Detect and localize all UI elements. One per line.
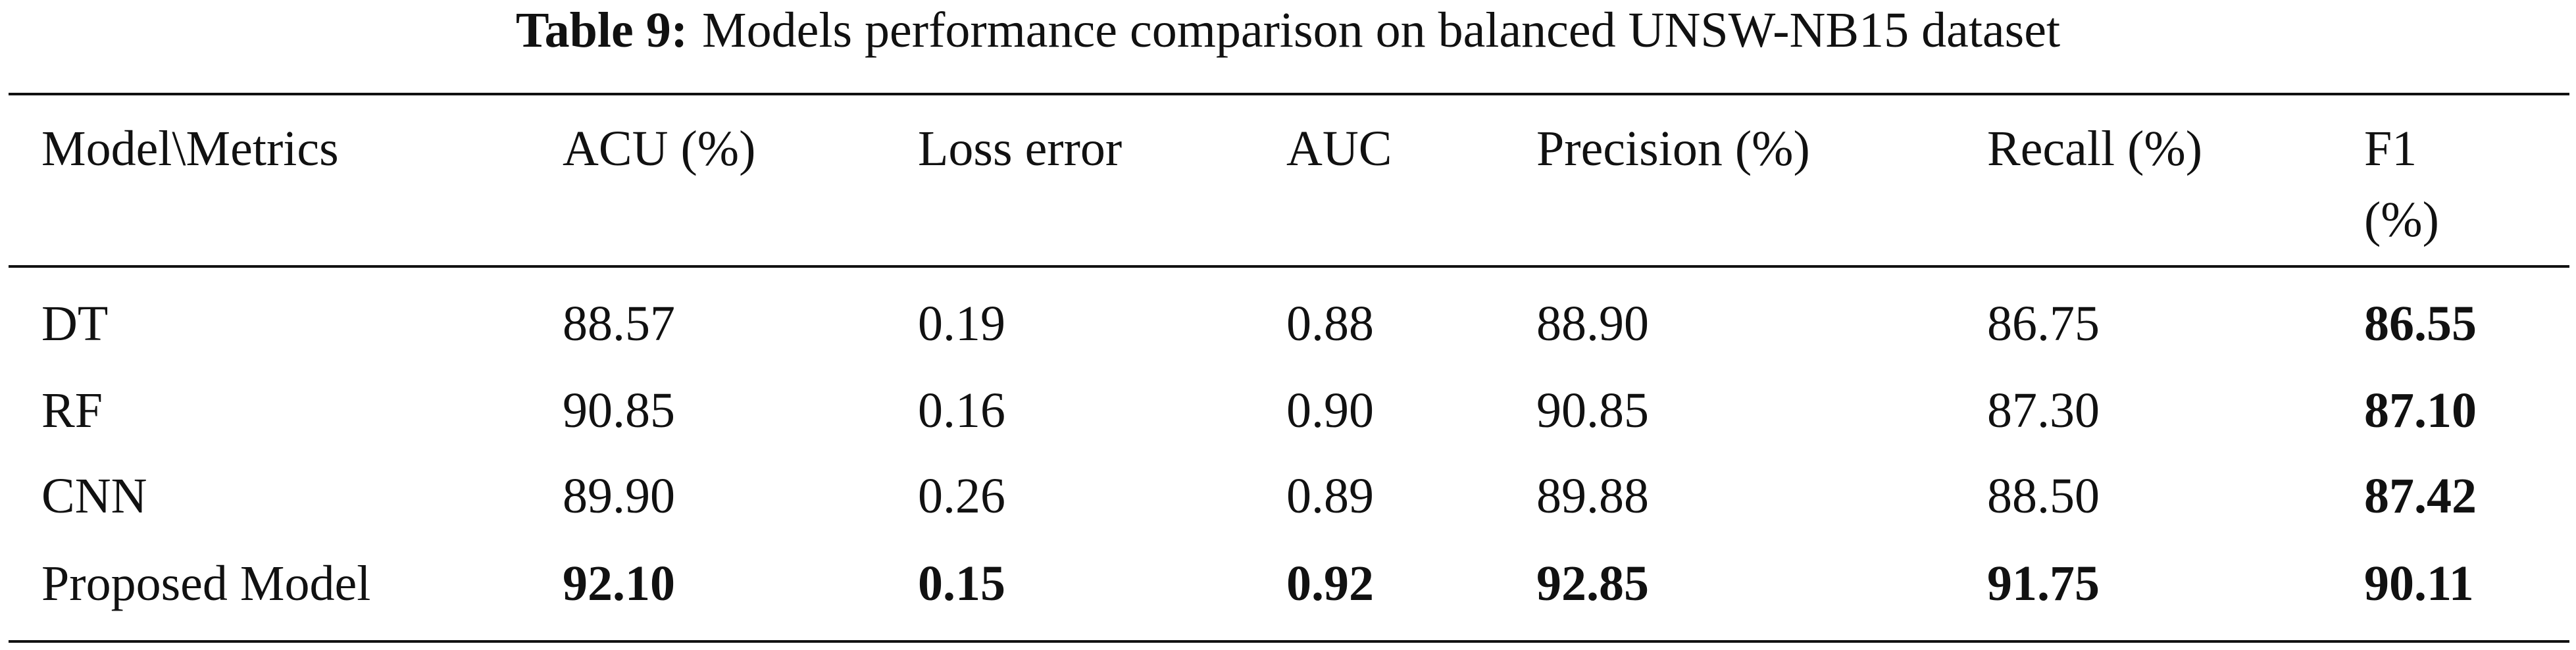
top-rule (9, 93, 2569, 95)
row-label: Proposed Model (41, 556, 371, 611)
header-cell: Recall (%) (1987, 121, 2203, 176)
header-cell: Precision (%) (1536, 121, 1810, 176)
table-cell: 86.75 (1987, 296, 2100, 351)
table-cell: 88.50 (1987, 468, 2100, 524)
table-cell: 0.90 (1286, 383, 1374, 438)
table-cell: 0.89 (1286, 468, 1374, 524)
table-cell: 90.11 (2364, 556, 2474, 611)
table-cell: 92.85 (1536, 556, 1649, 611)
table-cell: 0.19 (918, 296, 1005, 351)
header-cell: Loss error (918, 121, 1123, 176)
table-cell: 90.85 (563, 383, 675, 438)
row-label: CNN (41, 468, 147, 524)
header-cell: AUC (1286, 121, 1392, 176)
caption-text: Models performance comparison on balance… (702, 3, 2061, 58)
table-cell: 89.90 (563, 468, 675, 524)
header-rule (9, 265, 2569, 268)
table-cell: 89.88 (1536, 468, 1649, 524)
table-cell: 88.57 (563, 296, 675, 351)
bottom-rule (9, 640, 2569, 643)
header-cell: Model\Metrics (41, 121, 339, 176)
table-cell: 91.75 (1987, 556, 2100, 611)
header-cell: ACU (%) (563, 121, 756, 176)
table-cell: 87.42 (2364, 468, 2477, 524)
caption-label: Table 9: (515, 3, 688, 58)
table-cell: 0.16 (918, 383, 1005, 438)
row-label: DT (41, 296, 109, 351)
table-cell: 87.10 (2364, 383, 2477, 438)
table-cell: 90.85 (1536, 383, 1649, 438)
table-cell: 87.30 (1987, 383, 2100, 438)
table-cell: 0.15 (918, 556, 1005, 611)
header-cell: F1 (%) (2364, 121, 2439, 247)
table-cell: 0.88 (1286, 296, 1374, 351)
table-caption: Table 9: Models performance comparison on… (0, 0, 2576, 61)
table-cell: 88.90 (1536, 296, 1649, 351)
table-cell: 92.10 (563, 556, 675, 611)
row-label: RF (41, 383, 103, 438)
table-cell: 0.26 (918, 468, 1005, 524)
table-cell: 0.92 (1286, 556, 1374, 611)
table-cell: 86.55 (2364, 296, 2477, 351)
